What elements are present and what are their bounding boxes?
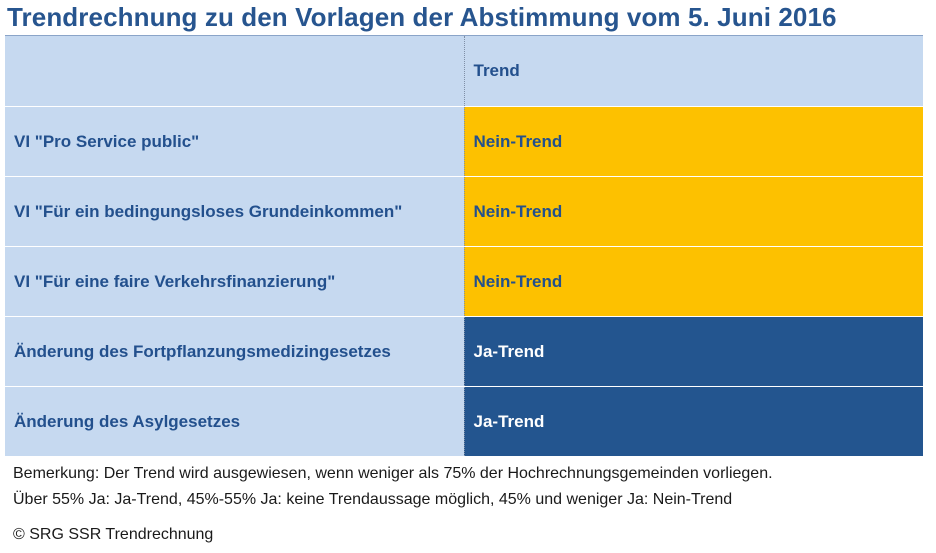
row-label: VI "Für eine faire Verkehrsfinanzierung": [5, 246, 465, 317]
table-row: VI "Für eine faire Verkehrsfinanzierung"…: [5, 246, 923, 317]
row-trend: Ja-Trend: [464, 386, 923, 457]
page-title: Trendrechnung zu den Vorlagen der Abstim…: [7, 2, 837, 32]
table-row: Änderung des Fortpflanzungsmedizingesetz…: [5, 316, 923, 387]
remark-line-1: Bemerkung: Der Trend wird ausgewiesen, w…: [13, 465, 773, 482]
row-label: VI "Pro Service public": [5, 106, 465, 177]
table-header-row: Trend: [5, 35, 923, 107]
copyright: © SRG SSR Trendrechnung: [13, 526, 214, 543]
row-trend: Ja-Trend: [464, 316, 923, 387]
table-row: VI "Pro Service public" Nein-Trend: [5, 106, 923, 177]
row-trend: Nein-Trend: [464, 106, 923, 177]
table-row: Änderung des Asylgesetzes Ja-Trend: [5, 386, 923, 457]
remark-line-2: Über 55% Ja: Ja-Trend, 45%-55% Ja: keine…: [13, 491, 733, 508]
row-label: VI "Für ein bedingungsloses Grundeinkomm…: [5, 176, 465, 247]
trend-table: Trend VI "Pro Service public" Nein-Trend…: [5, 35, 923, 457]
row-trend: Nein-Trend: [464, 176, 923, 247]
row-trend: Nein-Trend: [464, 246, 923, 317]
header-label-cell: [5, 35, 465, 107]
table-row: VI "Für ein bedingungsloses Grundeinkomm…: [5, 176, 923, 247]
header-trend-cell: Trend: [464, 35, 923, 107]
row-label: Änderung des Asylgesetzes: [5, 386, 465, 457]
row-label: Änderung des Fortpflanzungsmedizingesetz…: [5, 316, 465, 387]
